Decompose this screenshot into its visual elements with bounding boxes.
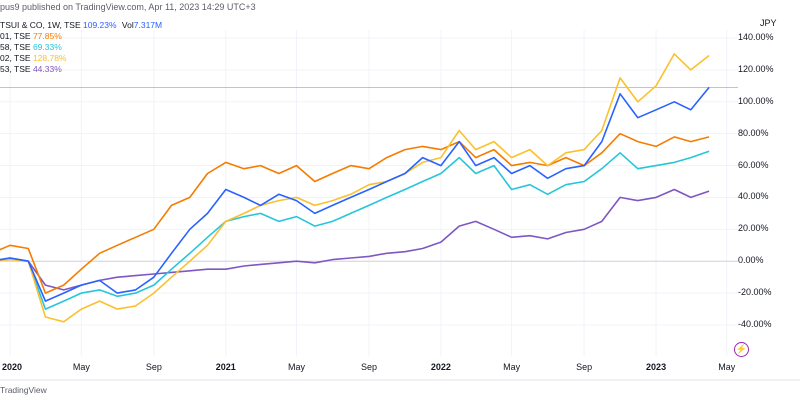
x-tick-label: May	[503, 362, 521, 372]
legend-row-5[interactable]: 53, TSE 44.33%	[0, 64, 162, 75]
x-tick-label: 2022	[430, 362, 451, 372]
y-tick-label: 60.00%	[738, 159, 769, 170]
legend-value: 128.78%	[32, 53, 67, 63]
legend-volume-value: 7.317M	[133, 20, 163, 30]
legend-row-3[interactable]: 58, TSE 69.33%	[0, 42, 162, 53]
x-tick-label: 2023	[646, 362, 667, 372]
y-tick-label: 0.00%	[738, 255, 764, 266]
x-tick-label: May	[287, 362, 305, 372]
currency-unit-label[interactable]: JPY	[760, 18, 777, 28]
chart-legend: TSUI & CO, 1W, TSE 109.23% Vol7.317M 01,…	[0, 20, 162, 75]
series-line-3[interactable]	[0, 150, 710, 310]
legend-value: 77.85%	[32, 31, 62, 41]
y-tick-label: 120.00%	[738, 63, 774, 74]
x-tick-label: Sep	[145, 362, 162, 372]
x-tick-label: May	[718, 362, 736, 372]
series-line-2[interactable]	[0, 132, 710, 294]
legend-volume-label: Vol	[121, 20, 134, 30]
y-tick-label: 20.00%	[738, 223, 769, 234]
x-tick-label: Sep	[576, 362, 593, 372]
y-tick-label: -20.00%	[738, 287, 772, 298]
legend-row-2[interactable]: 01, TSE 77.85%	[0, 31, 162, 42]
y-tick-label: 100.00%	[738, 95, 774, 106]
legend-symbol: TSUI & CO, 1W, TSE	[0, 20, 81, 30]
legend-symbol: 58, TSE	[0, 42, 31, 52]
legend-row-4[interactable]: 02, TSE 128.78%	[0, 53, 162, 64]
x-tick-label: 2020	[1, 362, 23, 372]
x-tick-label: May	[72, 362, 90, 372]
y-tick-label: 40.00%	[738, 191, 769, 202]
legend-symbol: 02, TSE	[0, 53, 31, 63]
legend-value: 44.33%	[32, 64, 62, 74]
publisher-header: pus9 published on TradingView.com, Apr 1…	[0, 2, 256, 12]
tradingview-brand: TradingView	[0, 385, 47, 395]
series-line-5[interactable]	[0, 188, 710, 291]
y-tick-label: -40.00%	[738, 319, 772, 329]
series-line-4[interactable]	[0, 53, 710, 323]
legend-volume: Vol7.317M	[122, 20, 162, 30]
legend-symbol: 01, TSE	[0, 31, 31, 41]
series-line-1[interactable]	[0, 86, 710, 302]
x-tick-label: Sep	[360, 362, 378, 372]
legend-value: 109.23%	[82, 20, 117, 30]
legend-value: 69.33%	[32, 42, 62, 52]
legend-row-1[interactable]: TSUI & CO, 1W, TSE 109.23% Vol7.317M	[0, 20, 162, 31]
x-tick-label: 2021	[215, 362, 236, 372]
y-tick-label: 140.00%	[738, 32, 774, 42]
legend-symbol: 53, TSE	[0, 64, 31, 74]
y-tick-label: 80.00%	[738, 127, 769, 138]
lightning-icon[interactable]: ⚡	[734, 342, 749, 357]
